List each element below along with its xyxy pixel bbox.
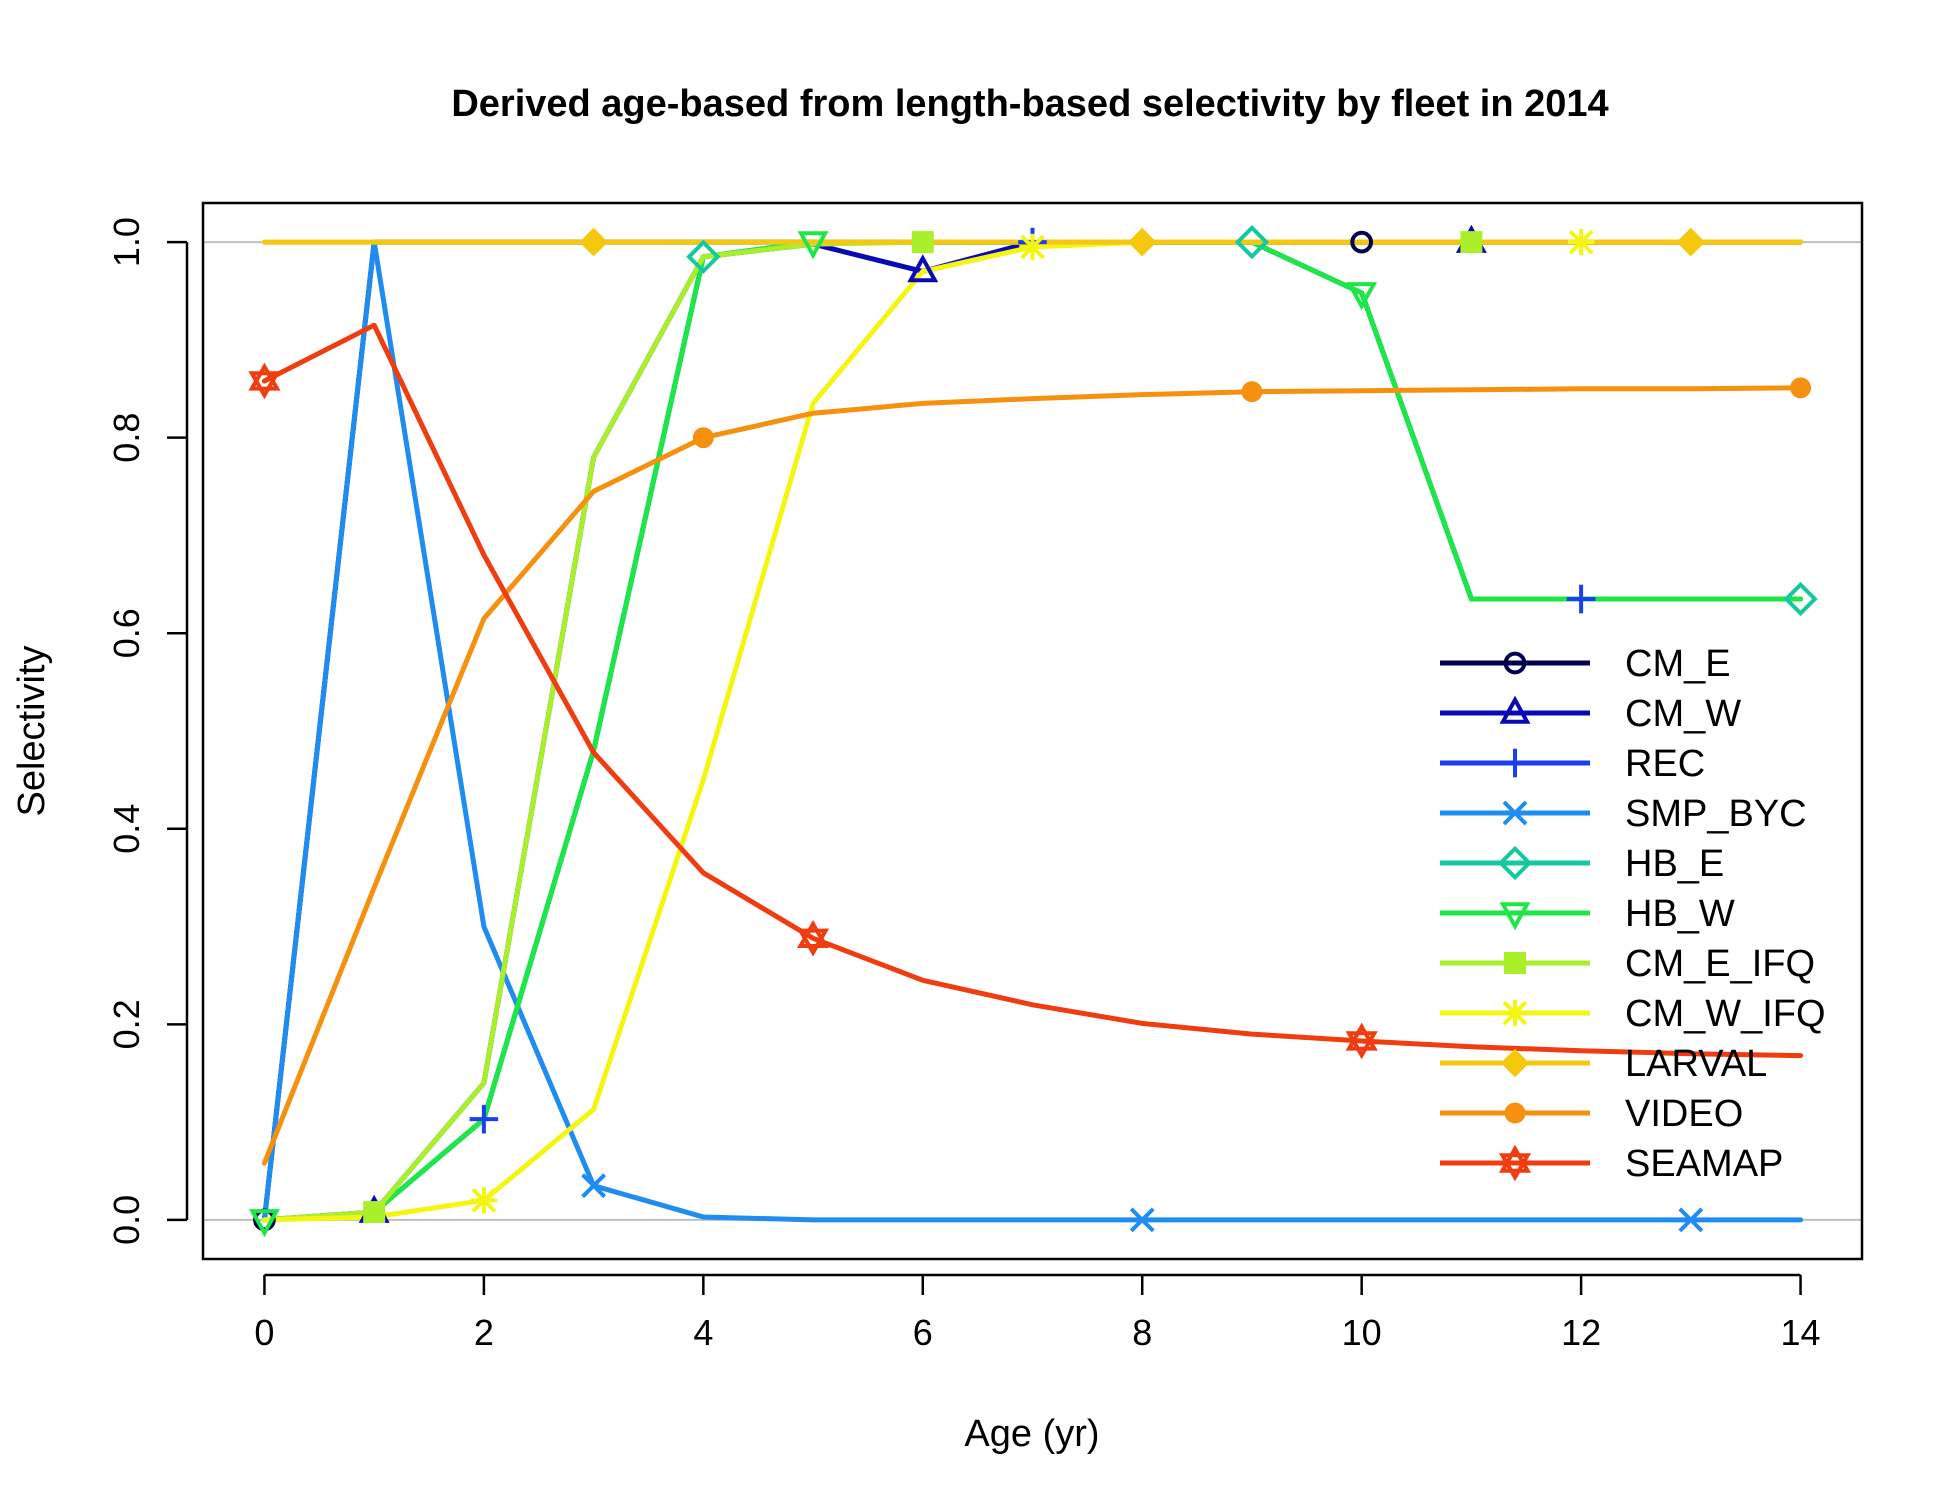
data-point-larval <box>579 227 608 257</box>
legend-marker <box>1498 1144 1532 1182</box>
plot-area: CM_E CM_W REC SMP_BYC HB_E HB_W CM_E_IFQ CM_W_I… <box>201 201 1864 1261</box>
legend-item: CM_W <box>1440 693 1741 735</box>
legend-item: SMP_BYC <box>1440 793 1807 835</box>
data-point-hb-w <box>1346 282 1378 311</box>
plot-frame <box>201 201 1864 1261</box>
y-tick-label: 0.2 <box>106 999 147 1049</box>
data-point-cm-w <box>907 254 939 283</box>
legend-label: CM_E_IFQ <box>1625 943 1815 985</box>
x-tick-label: 0 <box>254 1312 274 1353</box>
legend-label: REC <box>1625 743 1705 785</box>
data-point-larval <box>1676 227 1706 257</box>
y-axis-title: Selectivity <box>11 645 53 816</box>
data-point-seamap <box>796 919 830 957</box>
data-point-cm-e-ifq <box>911 231 934 254</box>
legend-item: HB_E <box>1440 843 1724 885</box>
x-tick-label: 6 <box>913 1312 933 1353</box>
data-point-seamap <box>1345 1022 1378 1060</box>
legend-marker <box>1500 748 1530 778</box>
data-point-hb-e <box>1783 581 1818 617</box>
x-tick-label: 14 <box>1781 1312 1821 1353</box>
legend-marker <box>1503 651 1527 675</box>
legend-item: VIDEO <box>1440 1093 1743 1135</box>
legend-item: REC <box>1440 743 1705 785</box>
x-tick-label: 4 <box>693 1312 713 1353</box>
data-point-hb-e <box>686 239 721 274</box>
data-point-rec <box>1566 584 1596 614</box>
series-line-smp-byc <box>261 239 1804 1223</box>
data-point-seamap <box>248 362 281 400</box>
data-point-cm-w-ifq <box>1567 228 1595 256</box>
data-point-cm-e-ifq <box>1460 231 1483 254</box>
data-point-cm-w-ifq <box>1019 233 1046 261</box>
data-point-cm-e-ifq <box>363 1201 386 1224</box>
legend-item: HB_W <box>1440 893 1735 935</box>
x-axis: 0 2 4 6 8 10 12 14 <box>254 1273 1821 1353</box>
data-point-hb-e <box>1234 224 1270 260</box>
data-point-cm-e <box>1350 230 1374 254</box>
data-point-smp-byc <box>1678 1207 1704 1233</box>
series-line-video <box>261 385 1804 1166</box>
data-point-video <box>1241 381 1263 403</box>
legend-label: SMP_BYC <box>1625 793 1807 835</box>
legend-marker <box>1501 999 1529 1027</box>
legend-marker <box>1502 800 1528 826</box>
legend-label: VIDEO <box>1625 1093 1743 1135</box>
legend-item: SEAMAP <box>1440 1143 1783 1185</box>
series-lines <box>261 239 1804 1223</box>
data-point-hb-w <box>248 1209 280 1238</box>
y-tick-label: 0.4 <box>106 804 147 854</box>
legend-item: LARVAL <box>1440 1043 1767 1085</box>
y-axis: 0.0 0.2 0.4 0.6 0.8 1.0 <box>106 217 189 1245</box>
data-point-larval <box>1127 227 1157 257</box>
y-tick-label: 0.0 <box>106 1195 147 1245</box>
legend-marker <box>1497 845 1533 881</box>
data-point-hb-w <box>797 231 829 260</box>
legend-label: HB_E <box>1625 843 1724 885</box>
legend-marker <box>1504 952 1526 974</box>
legend-item: CM_E_IFQ <box>1440 943 1815 985</box>
y-tick-label: 1.0 <box>106 217 147 267</box>
legend-label: HB_W <box>1625 893 1735 935</box>
data-point-video <box>1790 377 1812 399</box>
legend-marker <box>1500 1048 1530 1078</box>
x-tick-label: 10 <box>1342 1312 1382 1353</box>
x-axis-title: Age (yr) <box>964 1413 1099 1455</box>
x-tick-label: 2 <box>474 1312 494 1353</box>
legend-label: CM_E <box>1625 643 1731 685</box>
legend-item: CM_W_IFQ <box>1440 993 1826 1035</box>
x-tick-label: 12 <box>1561 1312 1601 1353</box>
legend-marker <box>1504 1102 1526 1124</box>
legend-label: CM_W_IFQ <box>1625 993 1826 1035</box>
series-line-seamap <box>261 322 1804 1059</box>
series-markers <box>248 224 1818 1238</box>
legend-marker <box>1499 695 1531 724</box>
data-point-cm-w-ifq <box>470 1187 498 1214</box>
data-point-smp-byc <box>581 1173 607 1199</box>
chart-title: Derived age-based from length-based sele… <box>451 83 1608 125</box>
legend-label: CM_W <box>1625 693 1741 735</box>
data-point-video <box>692 427 714 449</box>
legend-label: LARVAL <box>1625 1043 1767 1085</box>
y-tick-label: 0.8 <box>106 413 147 463</box>
legend-label: SEAMAP <box>1625 1143 1783 1185</box>
legend-marker <box>1499 902 1531 931</box>
legend-item: CM_E <box>1440 643 1731 685</box>
x-tick-label: 8 <box>1132 1312 1152 1353</box>
y-tick-label: 0.6 <box>106 608 147 658</box>
legend: CM_E CM_W REC SMP_BYC HB_E HB_W CM_E_IFQ CM_W_I… <box>1440 643 1826 1185</box>
data-point-rec <box>469 1104 499 1134</box>
data-point-smp-byc <box>1129 1207 1155 1233</box>
